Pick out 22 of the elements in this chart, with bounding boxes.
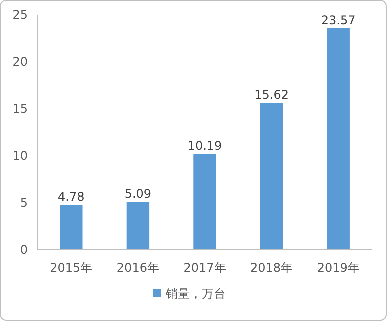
y-tick-label: 5 — [20, 196, 28, 210]
x-tick-label: 2015年 — [50, 261, 93, 275]
data-label: 23.57 — [321, 13, 356, 28]
y-tick-label: 25 — [12, 8, 28, 22]
y-tick-label: 0 — [20, 243, 28, 257]
x-tick-label: 2019年 — [317, 261, 360, 275]
data-label: 4.78 — [58, 190, 85, 204]
data-label: 15.62 — [254, 88, 289, 102]
y-tick-label: 10 — [12, 149, 28, 163]
y-tick-label: 20 — [12, 55, 28, 69]
data-label: 5.09 — [124, 187, 152, 202]
bar — [194, 154, 216, 250]
x-tick-label: 2016年 — [116, 261, 160, 275]
x-tick-label: 2018年 — [250, 261, 294, 275]
legend-label: 销量，万台 — [165, 287, 226, 301]
y-tick-label: 15 — [12, 102, 28, 116]
x-tick-label: 2017年 — [184, 261, 226, 275]
bar — [260, 103, 284, 250]
data-label: 10.19 — [188, 139, 222, 154]
bar — [60, 205, 83, 250]
bar — [327, 28, 350, 250]
bar — [126, 202, 150, 250]
